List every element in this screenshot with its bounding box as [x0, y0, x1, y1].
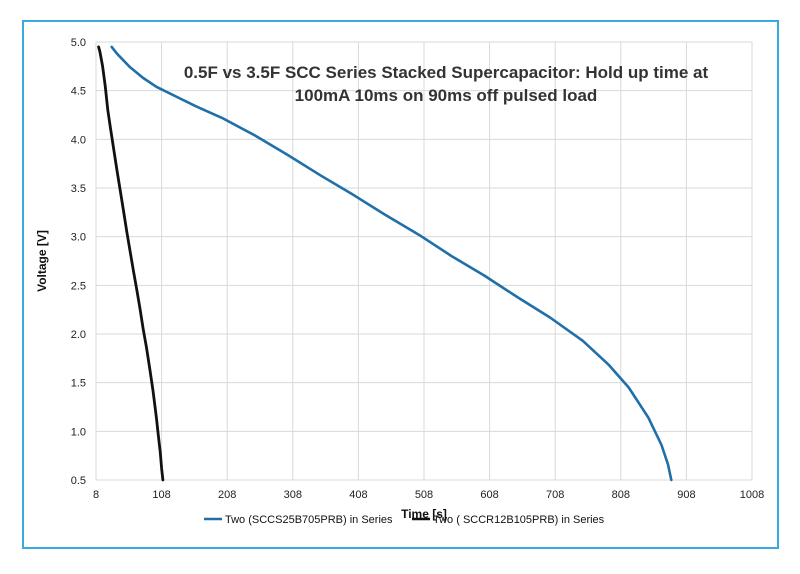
x-tick-label: 1008: [740, 489, 764, 501]
x-tick-label: 108: [152, 489, 170, 501]
y-tick-label: 1.0: [71, 426, 86, 438]
legend: Two (SCCS25B705PRB) in Series Two ( SCCR…: [204, 514, 605, 526]
x-tick-label: 708: [546, 489, 564, 501]
y-tick-label: 1.5: [71, 378, 86, 390]
x-tick-label: 8: [93, 489, 99, 501]
y-axis-label: Voltage [V]: [35, 230, 49, 292]
series-line-1: [110, 45, 673, 482]
y-tick-label: 3.5: [71, 183, 86, 195]
tick-labels: 8 108 208 308 408 508 608 708 808 908 1008 0.5 1.0 1.…: [71, 37, 765, 501]
x-tick-label: 208: [218, 489, 236, 501]
grid-lines: [95, 41, 753, 481]
x-tick-label: 308: [284, 489, 302, 501]
y-tick-label: 4.0: [71, 134, 86, 146]
series-line-2: [97, 45, 165, 482]
x-tick-label: 808: [612, 489, 630, 501]
chart-title-line-1: 0.5F vs 3.5F SCC Series Stacked Supercap…: [184, 63, 709, 82]
y-tick-label: 5.0: [71, 37, 86, 49]
chart-title-line-2: 100mA 10ms on 90ms off pulsed load: [295, 86, 598, 105]
x-tick-label: 608: [480, 489, 498, 501]
x-tick-label: 408: [349, 489, 367, 501]
y-tick-label: 2.5: [71, 280, 86, 292]
y-tick-label: 2.0: [71, 329, 86, 341]
y-tick-label: 0.5: [71, 475, 86, 487]
y-tick-label: 3.0: [71, 232, 86, 244]
x-axis-label: Time [s]: [401, 507, 447, 521]
x-tick-label: 908: [677, 489, 695, 501]
legend-label-series-1: Two (SCCS25B705PRB) in Series: [225, 514, 393, 526]
voltage-time-chart: 8 108 208 308 408 508 608 708 808 908 1008 0.5 1.0 1.…: [35, 37, 765, 526]
series-lines: [97, 45, 673, 482]
y-tick-label: 4.5: [71, 86, 86, 98]
x-tick-label: 508: [415, 489, 433, 501]
chart-frame: 8 108 208 308 408 508 608 708 808 908 1008 0.5 1.0 1.…: [22, 20, 779, 549]
legend-label-series-2: Two ( SCCR12B105PRB) in Series: [433, 514, 605, 526]
